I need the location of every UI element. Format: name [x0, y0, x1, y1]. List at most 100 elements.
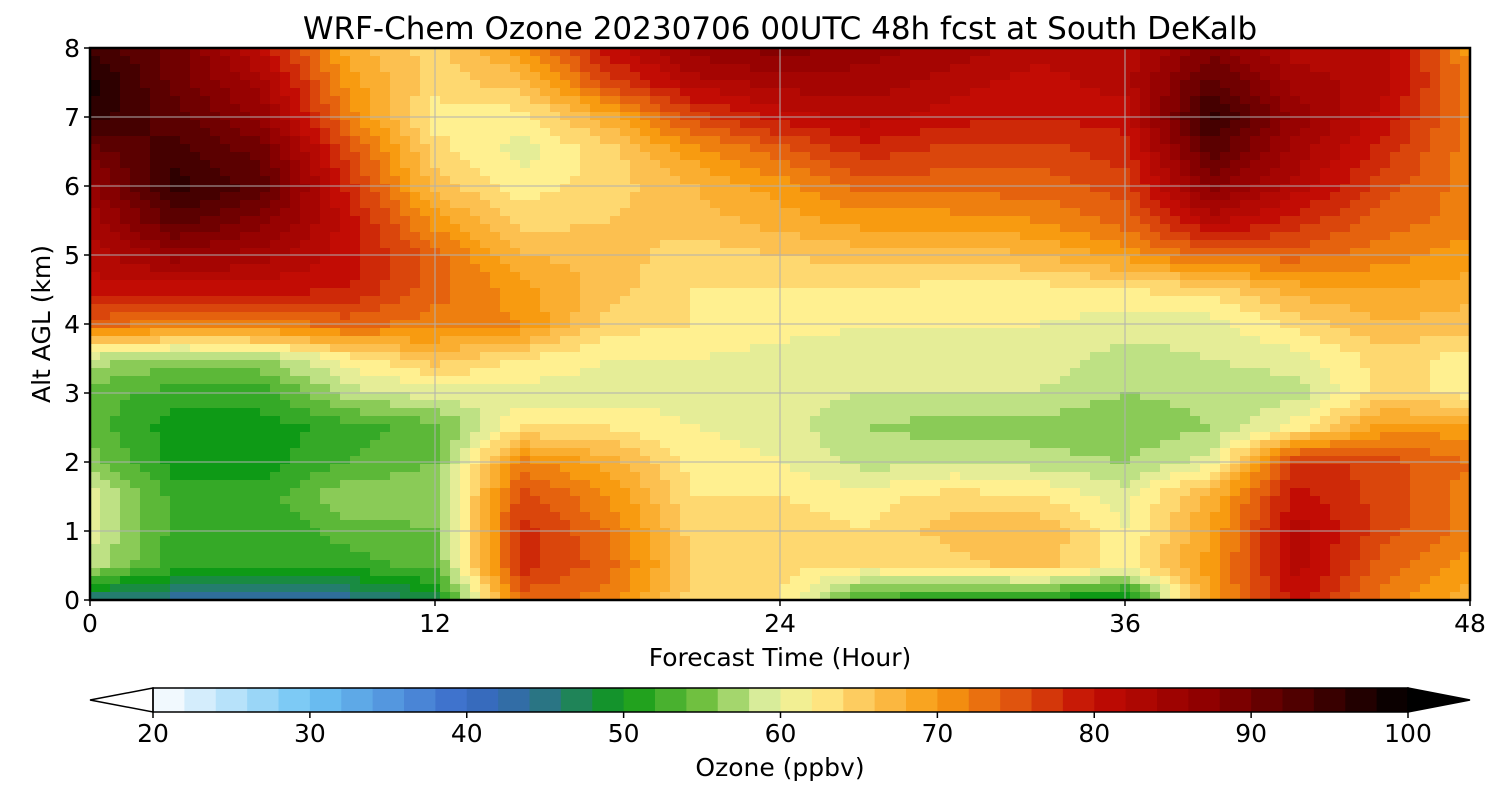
heatmap-cell: [990, 192, 1001, 201]
heatmap-cell: [160, 160, 171, 169]
heatmap-cell: [520, 56, 531, 65]
heatmap-cell: [560, 224, 571, 233]
heatmap-cell: [1310, 152, 1321, 161]
heatmap-cell: [360, 304, 371, 313]
heatmap-cell: [610, 152, 621, 161]
heatmap-cell: [1060, 304, 1071, 313]
heatmap-cell: [790, 88, 801, 97]
heatmap-cell: [1160, 136, 1171, 145]
heatmap-cell: [630, 208, 641, 217]
heatmap-cell: [1150, 152, 1161, 161]
heatmap-cell: [1060, 128, 1071, 137]
heatmap-cell: [270, 104, 281, 113]
heatmap-cell: [1230, 184, 1241, 193]
heatmap-cell: [560, 312, 571, 321]
heatmap-cell: [1250, 120, 1261, 129]
heatmap-cell: [660, 120, 671, 129]
heatmap-cell: [650, 136, 661, 145]
heatmap-cell: [840, 296, 851, 305]
heatmap-cell: [650, 176, 661, 185]
heatmap-cell: [500, 256, 511, 265]
heatmap-cell: [440, 328, 451, 337]
heatmap-cell: [840, 152, 851, 161]
heatmap-cell: [300, 248, 311, 257]
heatmap-cell: [710, 216, 721, 225]
heatmap-cell: [690, 80, 701, 89]
heatmap-cell: [690, 160, 701, 169]
heatmap-cell: [890, 272, 901, 281]
heatmap-cell: [500, 112, 511, 121]
heatmap-cell: [630, 200, 641, 209]
heatmap-cell: [400, 192, 411, 201]
heatmap-cell: [980, 176, 991, 185]
heatmap-cell: [490, 312, 501, 321]
heatmap-cell: [360, 248, 371, 257]
heatmap-cell: [1200, 248, 1211, 257]
heatmap-cell: [230, 256, 241, 265]
heatmap-cell: [380, 152, 391, 161]
heatmap-cell: [1460, 136, 1470, 145]
heatmap-cell: [630, 64, 641, 73]
heatmap-cell: [740, 104, 751, 113]
heatmap-cell: [440, 184, 451, 193]
heatmap-cell: [580, 80, 591, 89]
heatmap-cell: [870, 312, 881, 321]
heatmap-cell: [980, 328, 991, 337]
heatmap-cell: [210, 192, 221, 201]
heatmap-cell: [870, 160, 881, 169]
heatmap-cell: [1200, 168, 1211, 177]
heatmap-cell: [970, 272, 981, 281]
heatmap-cell: [380, 112, 391, 121]
heatmap-cell: [130, 160, 141, 169]
heatmap-cell: [980, 208, 991, 217]
heatmap-cell: [680, 48, 691, 57]
heatmap-cell: [110, 96, 121, 105]
heatmap-cell: [1170, 256, 1181, 265]
heatmap-cell: [940, 304, 951, 313]
heatmap-cell: [500, 192, 511, 201]
heatmap-cell: [180, 248, 191, 257]
heatmap-cell: [570, 264, 581, 273]
heatmap-cell: [1110, 184, 1121, 193]
heatmap-cell: [1000, 128, 1011, 137]
heatmap-cell: [590, 256, 601, 265]
heatmap-cell: [1000, 232, 1011, 241]
heatmap-cell: [480, 280, 491, 289]
heatmap-cell: [1070, 296, 1081, 305]
heatmap-cell: [1080, 120, 1091, 129]
heatmap-cell: [940, 296, 951, 305]
heatmap-cell: [1390, 104, 1401, 113]
heatmap-cell: [1220, 296, 1231, 305]
heatmap-cell: [140, 80, 151, 89]
heatmap-cell: [960, 280, 971, 289]
heatmap-cell: [630, 144, 641, 153]
heatmap-cell: [1090, 56, 1101, 65]
heatmap-cell: [590, 296, 601, 305]
heatmap-cell: [420, 168, 431, 177]
heatmap-cell: [760, 296, 771, 305]
heatmap-cell: [470, 256, 481, 265]
heatmap-cell: [400, 224, 411, 233]
heatmap-cell: [930, 168, 941, 177]
heatmap-cell: [100, 224, 111, 233]
heatmap-cell: [510, 184, 521, 193]
heatmap-cell: [300, 216, 311, 225]
heatmap-cell: [610, 296, 621, 305]
heatmap-cell: [520, 168, 531, 177]
heatmap-cell: [1290, 216, 1301, 225]
heatmap-cell: [1460, 128, 1470, 137]
heatmap-cell: [750, 216, 761, 225]
heatmap-cell: [630, 136, 641, 145]
heatmap-cell: [820, 200, 831, 209]
heatmap-cell: [1410, 328, 1421, 337]
heatmap-cell: [700, 104, 711, 113]
heatmap-cell: [1080, 256, 1091, 265]
heatmap-cell: [140, 72, 151, 81]
heatmap-cell: [1260, 160, 1271, 169]
heatmap-cell: [570, 184, 581, 193]
heatmap-cell: [800, 192, 811, 201]
heatmap-cell: [1240, 176, 1251, 185]
heatmap-cell: [170, 288, 181, 297]
heatmap-cell: [820, 216, 831, 225]
heatmap-cell: [420, 96, 431, 105]
